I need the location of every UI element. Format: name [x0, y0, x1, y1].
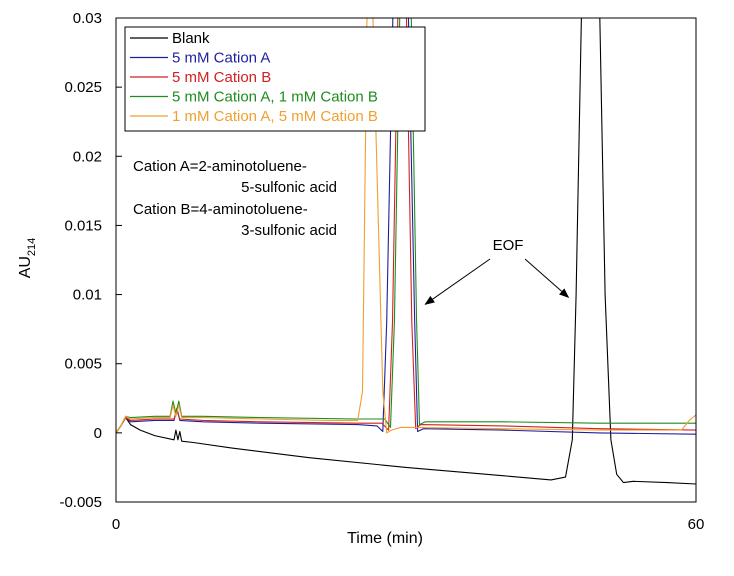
- y-axis-title: AU214: [17, 238, 38, 279]
- y-tick-label: -0.005: [59, 494, 102, 511]
- eof-arrow-left: [424, 258, 491, 305]
- plot-frame: [115, 17, 697, 503]
- y-axis-title-subscript: 214: [26, 238, 38, 256]
- legend-label-4: 5 mM Cation A, 1 mM Cation B: [172, 89, 378, 106]
- series-line-1: [116, 18, 696, 485]
- ticks-layer: -0.005 0 0.005 0.01 0.015 0.02 0.025 0.03 0 60: [59, 10, 704, 533]
- y-tick-label: 0.01: [73, 287, 102, 304]
- legend-label-3: 5 mM Cation B: [172, 69, 271, 86]
- series-line-4: [116, 18, 696, 434]
- definition-line-1: Cation A=2-aminotoluene-: [133, 158, 307, 175]
- y-tick-label: 0: [94, 425, 102, 442]
- eof-label: EOF: [493, 237, 524, 254]
- legend-label-2: 5 mM Cation A: [172, 50, 270, 67]
- y-axis-title-group: AU214: [17, 238, 38, 279]
- legend-items: Blank 5 mM Cation A 5 mM Cation B 5 mM Cati…: [130, 30, 378, 125]
- y-tick-label: 0.005: [64, 356, 102, 373]
- y-tick-label: 0.02: [73, 148, 102, 165]
- x-axis-title: Time (min): [347, 530, 423, 547]
- definition-line-3: Cation B=4-aminotoluene-: [133, 201, 308, 218]
- series-line-5: [116, 18, 696, 434]
- series-line-3: [116, 18, 696, 434]
- legend-label-5: 1 mM Cation A, 5 mM Cation B: [172, 108, 378, 125]
- definitions-annotation: Cation A=2-aminotoluene- 5-sulfonic acid…: [133, 158, 337, 239]
- eof-annotation: EOF: [424, 237, 570, 305]
- y-tick-label: 0.015: [64, 217, 102, 234]
- series-layer: [116, 18, 696, 485]
- series-line-2: [116, 18, 696, 435]
- y-axis-title-main: AU: [17, 256, 34, 278]
- legend-label-1: Blank: [172, 30, 210, 47]
- definition-line-4: 3-sulfonic acid: [241, 222, 337, 239]
- x-tick-label: 0: [112, 516, 120, 533]
- definition-line-2: 5-sulfonic acid: [241, 179, 337, 196]
- eof-arrow-right: [524, 258, 570, 298]
- y-tick-label: 0.025: [64, 79, 102, 96]
- y-tick-label: 0.03: [73, 10, 102, 27]
- legend-box: [124, 26, 426, 132]
- legend: Blank 5 mM Cation A 5 mM Cation B 5 mM Cati…: [124, 26, 426, 132]
- x-tick-label: 60: [688, 516, 705, 533]
